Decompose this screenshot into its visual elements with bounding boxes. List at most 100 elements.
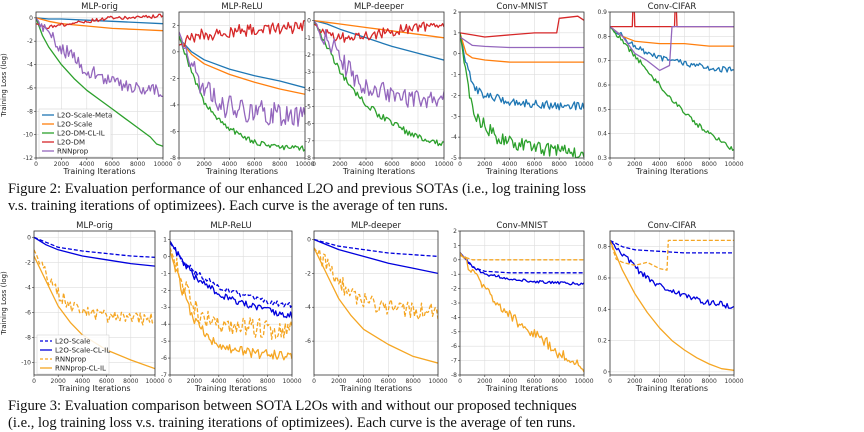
y-tick-label: -2	[27, 38, 33, 45]
series-line-l2o-dm	[610, 12, 734, 28]
x-tick-label: 10000	[153, 161, 172, 168]
x-tick-label: 2000	[627, 378, 642, 385]
chart-title: Conv-MNIST	[496, 2, 548, 12]
series-line-l2o-scale	[610, 239, 734, 254]
series-line-l2o-dm-cl-il	[610, 26, 734, 151]
y-tick-label: 0	[172, 49, 176, 56]
y-tick-label: 0.2	[597, 338, 607, 345]
y-tick-label: -5	[451, 155, 457, 162]
chart-f3-mlp-deeper: 0 2000 4000 6000 8000 10000 0 -2 -4 -6 MLP-deeper T…	[305, 221, 448, 393]
y-tick-label: -1	[451, 72, 457, 79]
x-axis-label: Training Iterations	[342, 167, 415, 176]
axes-frame	[459, 11, 585, 159]
series-line-l2o-scale-meta	[610, 26, 734, 73]
x-tick-label: 10000	[282, 378, 301, 385]
axes-frame	[313, 11, 445, 159]
legend-label: RNNprop	[57, 148, 89, 156]
chart-f3-conv-mnist: 0 2000 4000 6000 8000 10000 2 1 0 -1 -2 -3 -4 -5 -6 -7 -…	[451, 221, 594, 393]
x-tick-label: 6000	[247, 161, 262, 168]
series-line-rnnprop-cl-il	[34, 255, 155, 370]
figure3-panel-mlp-orig: 0 2000 4000 6000 8000 10000 0 -2 -4 -6 -8 -10 MLP-or…	[0, 219, 170, 394]
figure3-panel-mlp-relu: 0 2000 4000 6000 8000 10000 1 0 -1 -2 -3 -4 -5 -6 -7 ML…	[152, 219, 302, 394]
x-tick-label: 6000	[384, 161, 399, 168]
series-line-l2o-scale	[314, 238, 438, 258]
x-tick-label: 8000	[552, 161, 567, 168]
figure3-panel-conv-mnist: 0 2000 4000 6000 8000 10000 2 1 0 -1 -2 -3 -4 -5 -6 -7 -…	[446, 219, 594, 394]
series-line-rnnprop	[314, 20, 444, 109]
series-group	[34, 236, 155, 370]
y-tick-label: -3	[305, 69, 311, 76]
x-tick-label: 0	[312, 378, 316, 385]
chart-f3-mlp-orig: 0 2000 4000 6000 8000 100000-2-4-6-8-10MLP-or…	[0, 221, 165, 393]
x-tick-label: 10000	[428, 378, 447, 385]
y-tick-label: -2	[305, 52, 311, 59]
x-tick-label: 4000	[222, 161, 237, 168]
chart-title: MLP-orig	[76, 221, 113, 231]
figure2-caption: Figure 2: Evaluation performance of our …	[8, 181, 858, 215]
y-tick-label: 0.7	[597, 58, 607, 65]
chart-title: MLP-ReLU	[210, 221, 251, 231]
x-tick-label: 4000	[79, 161, 94, 168]
y-tick-label: 0.3	[597, 155, 607, 162]
figure3-panel-mlp-deeper: 0 2000 4000 6000 8000 10000 0 -2 -4 -6 MLP-deeper T…	[300, 219, 450, 394]
x-tick-label: 2000	[54, 161, 69, 168]
y-tick-label: -8	[305, 155, 311, 162]
y-axis-label: Training Loss (log)	[0, 53, 8, 118]
series-line-l2o-scale	[179, 38, 305, 95]
axes-frame	[313, 230, 439, 376]
y-tick-label: 0.4	[597, 131, 607, 138]
y-tick-label: 0	[603, 369, 607, 376]
figure2-panel-conv-mnist: 0 2000 4000 6000 8000 10000 2 1 0 -1 -2 -3 -4 -5 Conv-…	[446, 0, 594, 176]
chart-f3-conv-cifar: 0 2000 4000 6000 8000 10000 0.8 0.6 0.4 0.2 0 Conv-…	[597, 221, 743, 393]
y-tick-label: -8	[451, 372, 457, 379]
y-tick-label: -2	[305, 270, 311, 277]
x-tick-label: 0	[177, 161, 181, 168]
x-tick-label: 6000	[236, 378, 251, 385]
x-tick-label: 8000	[130, 161, 145, 168]
series-line-l2o-scale-meta	[36, 17, 163, 25]
chart-f3-mlp-relu: 0 2000 4000 6000 8000 10000 1 0 -1 -2 -3 -4 -5 -6 -7 ML…	[161, 221, 302, 393]
y-axis-label: Training Loss (log)	[0, 271, 8, 336]
y-tick-label: -2	[25, 259, 31, 266]
y-tick-label: -7	[451, 358, 457, 365]
x-tick-label: 2000	[331, 378, 346, 385]
x-tick-label: 8000	[123, 378, 138, 385]
legend-label: L2O-DM-CL-IL	[57, 130, 105, 138]
y-tick-label: -1	[305, 35, 311, 42]
y-tick-label: -8	[27, 108, 33, 115]
x-tick-label: 10000	[724, 161, 743, 168]
y-tick-label: -8	[25, 334, 31, 341]
y-tick-label: -2	[451, 92, 457, 99]
y-tick-label: -5	[451, 329, 457, 336]
y-tick-label: 0.8	[597, 244, 607, 251]
series-group	[610, 239, 734, 371]
y-tick-label: -4	[305, 86, 311, 93]
x-tick-label: 2000	[477, 378, 492, 385]
y-tick-label: -6	[305, 338, 311, 345]
chart-f2-mlp-deeper: 0 2000 4000 6000 8000 10000 0 -1 -2 -3 -4 -5 -6 -7 -8 M…	[305, 2, 454, 176]
x-tick-label: 6000	[381, 378, 396, 385]
legend-label: RNNprop-CL-IL	[55, 365, 106, 373]
x-tick-label: 10000	[295, 161, 314, 168]
figure2-panel-mlp-orig: 0 2000 4000 6000 8000 10000 0 -2 -4 -6 -8 -10 -12 MLP…	[0, 0, 173, 176]
y-tick-label: -1	[451, 271, 457, 278]
x-axis-label: Training Iterations	[62, 167, 135, 176]
figure2-panel-mlp-deeper: 0 2000 4000 6000 8000 10000 0 -1 -2 -3 -4 -5 -6 -7 -8 M…	[304, 0, 454, 176]
x-tick-label: 4000	[356, 378, 371, 385]
y-tick-label: 2	[453, 228, 457, 235]
chart-f2-mlp-relu: 0 2000 4000 6000 8000 10000 2 0 -2 -4 -6 -8 MLP-ReLU…	[170, 2, 315, 176]
chart-title: MLP-deeper	[354, 2, 405, 12]
series-line-l2o-scale	[34, 236, 155, 258]
figure3-caption-line-2: (i.e., log training loss v.s. training i…	[8, 415, 576, 431]
x-tick-label: 4000	[652, 161, 667, 168]
x-tick-label: 0	[458, 161, 462, 168]
figure2-caption-line-1: Figure 2: Evaluation performance of our …	[8, 181, 586, 197]
y-tick-label: 0	[27, 234, 31, 241]
series-line-l2o-scale-cl-il	[314, 238, 438, 275]
figure2-panel-mlp-relu: 0 2000 4000 6000 8000 10000 2 0 -2 -4 -6 -8 MLP-ReLU…	[164, 0, 315, 176]
y-tick-label: -2	[451, 286, 457, 293]
x-tick-label: 8000	[272, 161, 287, 168]
series-line-l2o-dm-cl-il	[36, 17, 163, 147]
y-tick-label: -6	[25, 309, 31, 316]
y-tick-label: -2	[170, 75, 176, 82]
